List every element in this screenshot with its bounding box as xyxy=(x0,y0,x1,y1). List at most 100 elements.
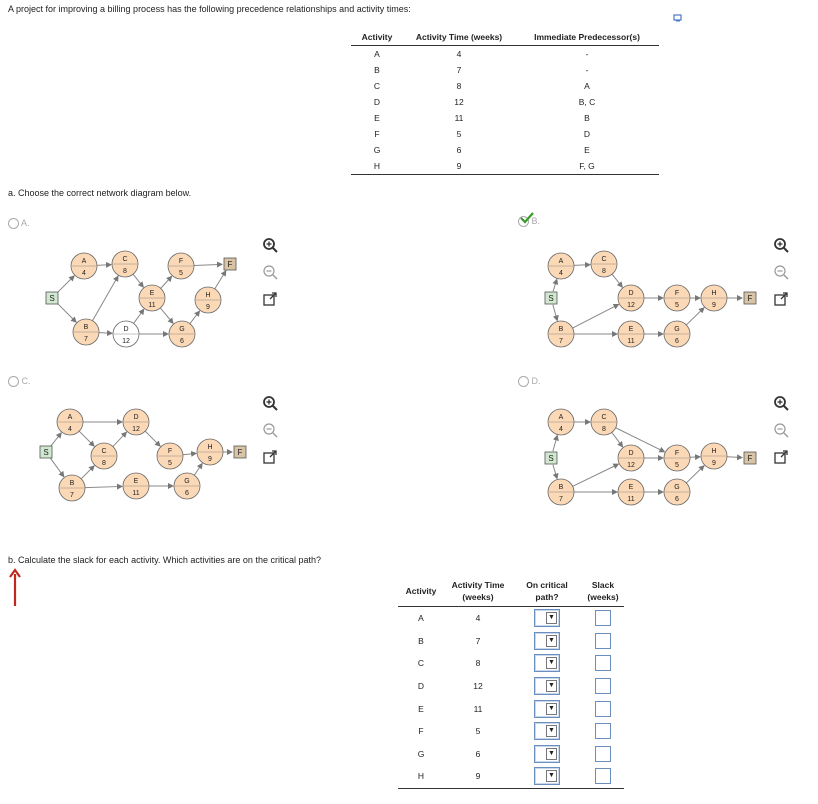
node-c: C8 xyxy=(590,250,618,278)
critical-path-dropdown[interactable]: ▼ xyxy=(534,744,560,763)
table-cell: 7 xyxy=(456,65,462,75)
critical-path-dropdown[interactable]: ▼ xyxy=(534,631,560,650)
option-a-radio[interactable]: A. xyxy=(8,218,30,230)
node-a: A4 xyxy=(70,252,98,280)
table-row: B 7 ▼ xyxy=(398,630,624,653)
node-a: A4 xyxy=(547,408,575,436)
critical-path-dropdown[interactable]: ▼ xyxy=(534,767,560,786)
node-label: G xyxy=(674,326,679,333)
table-cell: B xyxy=(418,635,424,646)
node-f: F5 xyxy=(663,444,691,472)
critical-path-dropdown[interactable]: ▼ xyxy=(534,654,560,673)
radio-circle[interactable] xyxy=(518,376,529,388)
ans-col-slack: Slack (weeks) xyxy=(582,577,624,607)
arrow-edge xyxy=(572,303,620,329)
intro-text: A project for improving a billing proces… xyxy=(8,4,411,14)
table-cell: D xyxy=(417,681,425,692)
node-time: 12 xyxy=(132,426,140,433)
slack-input[interactable] xyxy=(595,723,611,740)
slack-input[interactable] xyxy=(595,610,611,627)
popout-icon[interactable] xyxy=(773,291,789,309)
node-time: 7 xyxy=(84,336,88,343)
table-cell: F xyxy=(374,129,380,139)
node-time: 7 xyxy=(70,492,74,499)
node-time: 11 xyxy=(627,496,634,503)
node-c: C8 xyxy=(590,408,618,436)
critical-path-dropdown[interactable]: ▼ xyxy=(534,722,560,741)
node-time: 9 xyxy=(712,302,716,309)
node-time: 12 xyxy=(627,462,635,469)
node-time: 12 xyxy=(122,338,130,345)
col-predecessors: Immediate Predecessor(s) xyxy=(515,30,659,46)
zoom-out-icon[interactable] xyxy=(773,422,789,440)
slack-input[interactable] xyxy=(595,678,611,695)
arrow-edge xyxy=(214,269,227,290)
table-row: E 11 B xyxy=(351,110,659,126)
radio-circle[interactable] xyxy=(8,218,19,230)
arrow-edge xyxy=(80,465,95,480)
chevron-down-icon: ▼ xyxy=(546,702,557,715)
node-time: 4 xyxy=(68,426,72,433)
slack-input[interactable] xyxy=(595,655,611,672)
slack-input[interactable] xyxy=(595,745,611,762)
zoom-out-icon[interactable] xyxy=(773,264,789,282)
info-icon[interactable] xyxy=(673,14,683,22)
chevron-down-icon: ▼ xyxy=(546,680,557,693)
node-time: 8 xyxy=(102,460,106,467)
chevron-down-icon: ▼ xyxy=(546,725,557,738)
table-cell: 4 xyxy=(475,613,481,624)
node-label: B xyxy=(70,480,75,487)
option-b-radio[interactable]: B. xyxy=(518,212,540,228)
table-cell: E xyxy=(374,113,380,123)
node-label: G xyxy=(179,326,184,333)
slack-input[interactable] xyxy=(595,768,611,785)
node-h: H9 xyxy=(700,442,728,470)
arrow-edge xyxy=(572,463,620,487)
option-c-radio[interactable]: C. xyxy=(8,376,31,388)
zoom-in-icon[interactable] xyxy=(773,395,789,413)
table-row: F 5 ▼ xyxy=(398,720,624,743)
node-b: B7 xyxy=(547,478,575,506)
popout-icon[interactable] xyxy=(262,291,278,309)
critical-path-dropdown[interactable]: ▼ xyxy=(534,609,560,628)
zoom-in-icon[interactable] xyxy=(262,395,278,413)
node-c: C8 xyxy=(90,442,118,470)
node-e: E 11 xyxy=(138,284,166,312)
zoom-in-icon[interactable] xyxy=(262,237,278,255)
slack-input[interactable] xyxy=(595,700,611,717)
answer-table-wrap: Activity Activity Time (weeks) On critic… xyxy=(398,577,624,789)
node-label: F xyxy=(675,450,679,457)
node-label: F xyxy=(748,294,753,303)
node-d: D 12 xyxy=(122,408,150,436)
node-f-box: F xyxy=(743,451,757,465)
node-d: D 12 xyxy=(617,444,645,472)
popout-icon[interactable] xyxy=(773,449,789,467)
node-time: 8 xyxy=(123,268,127,275)
critical-path-dropdown[interactable]: ▼ xyxy=(534,677,560,696)
node-e: E 11 xyxy=(617,320,645,348)
node-time: 6 xyxy=(675,338,679,345)
arrow-edge xyxy=(552,434,559,452)
node-label: S xyxy=(49,294,54,303)
node-time: 8 xyxy=(602,426,606,433)
node-h: H9 xyxy=(194,286,222,314)
arrow-edge xyxy=(726,454,744,461)
critical-path-dropdown[interactable]: ▼ xyxy=(534,699,560,718)
node-e: E 11 xyxy=(617,478,645,506)
radio-circle[interactable] xyxy=(8,376,19,388)
node-time: 4 xyxy=(559,426,563,433)
popout-icon[interactable] xyxy=(262,449,278,467)
arrow-edge xyxy=(182,450,198,457)
table-cell: - xyxy=(585,65,589,75)
node-h: H9 xyxy=(196,438,224,466)
zoom-out-icon[interactable] xyxy=(262,422,278,440)
zoom-out-icon[interactable] xyxy=(262,264,278,282)
table-cell: 4 xyxy=(456,49,462,59)
arrow-edge xyxy=(159,307,174,325)
table-row: G 6 ▼ xyxy=(398,743,624,766)
arrow-edge xyxy=(615,427,666,453)
zoom-in-icon[interactable] xyxy=(773,237,789,255)
slack-input[interactable] xyxy=(595,632,611,649)
option-d-radio[interactable]: D. xyxy=(518,376,541,388)
